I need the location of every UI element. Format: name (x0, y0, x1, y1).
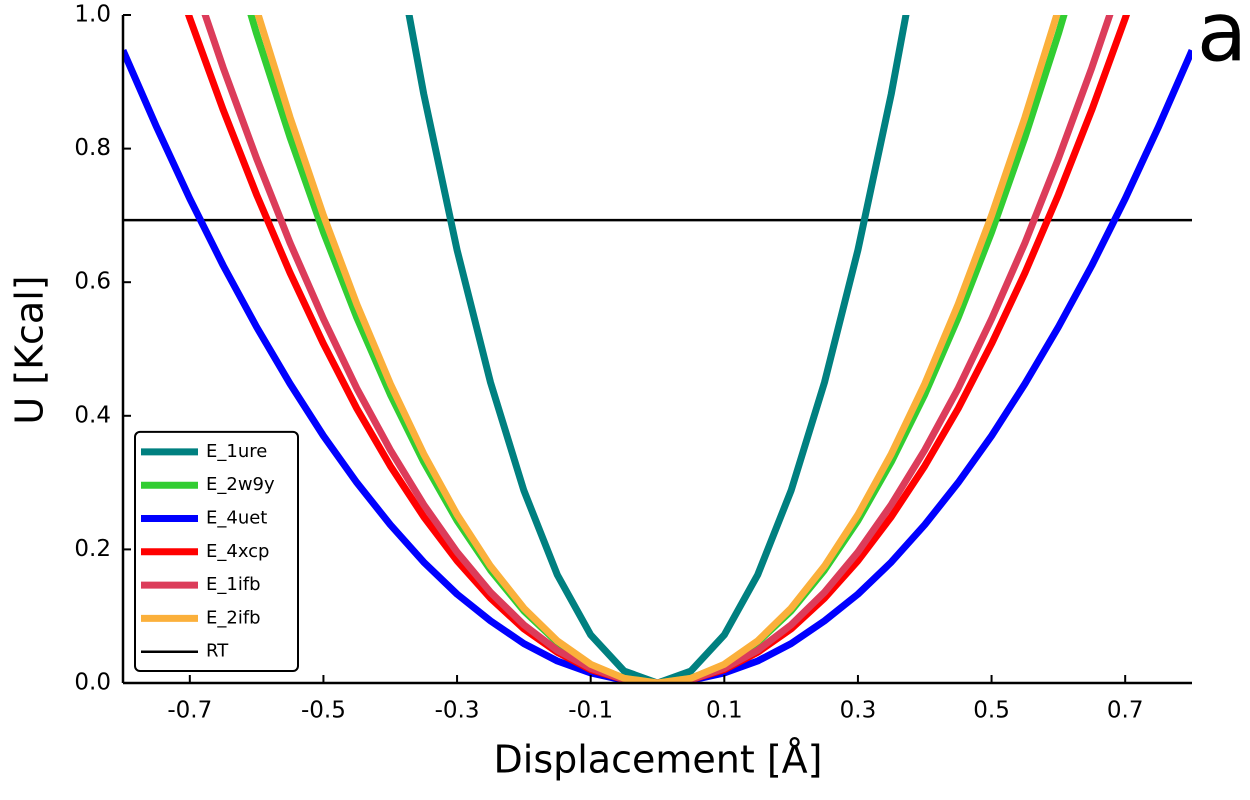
legend-label: E_1ure (206, 441, 267, 462)
y-tick-label: 0.4 (74, 402, 111, 428)
x-tick-label: -0.5 (301, 698, 346, 724)
y-tick-label: 0.0 (74, 670, 111, 696)
legend-box (134, 430, 299, 672)
data-line (201, 15, 1114, 683)
legend-label: E_4xcp (206, 541, 269, 562)
legend-label: E_2ifb (206, 607, 261, 628)
legend: E_1ure E_2w9y E_4uet E_4xcp E_1ifb E_2ifb RT (134, 430, 299, 672)
data-line (254, 15, 1061, 683)
y-axis-label: U [Kcal] (8, 275, 52, 424)
y-tick-label: 0.2 (74, 536, 111, 562)
data-line (184, 15, 1131, 683)
y-tick-label: 0.6 (74, 269, 111, 295)
x-tick-label: 0.7 (1107, 698, 1144, 724)
x-tick-label: 0.3 (840, 698, 877, 724)
legend-label: E_2w9y (206, 474, 275, 495)
data-line (123, 48, 1192, 683)
x-tick-label: -0.7 (167, 698, 212, 724)
x-tick-label: 0.1 (706, 698, 743, 724)
x-axis-label: Displacement [Å] (494, 738, 823, 782)
y-tick-label: 1.0 (74, 2, 111, 28)
panel-label: a (1197, 0, 1247, 80)
x-tick-label: 0.5 (973, 698, 1010, 724)
plot-area (123, 15, 1192, 683)
legend-label: E_4uet (206, 508, 267, 529)
legend-label: RT (206, 641, 229, 662)
x-tick-label: -0.3 (435, 698, 480, 724)
x-tick-label: -0.1 (568, 698, 613, 724)
y-tick-label: 0.8 (74, 135, 111, 161)
legend-label: E_1ifb (206, 574, 261, 595)
data-line (247, 15, 1068, 683)
